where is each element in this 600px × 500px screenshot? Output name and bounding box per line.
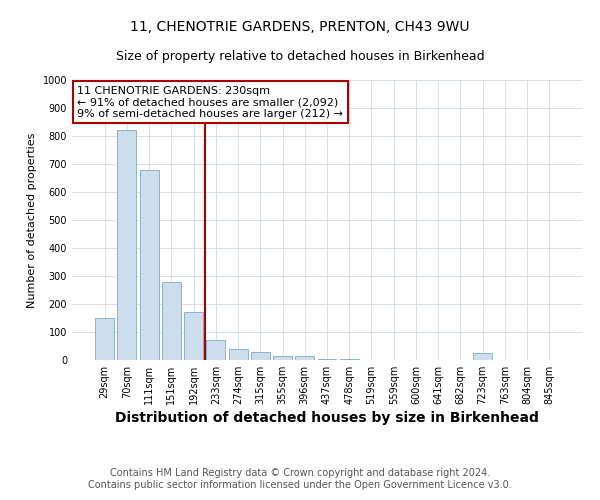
- Text: 11 CHENOTRIE GARDENS: 230sqm
← 91% of detached houses are smaller (2,092)
9% of : 11 CHENOTRIE GARDENS: 230sqm ← 91% of de…: [77, 86, 343, 119]
- Y-axis label: Number of detached properties: Number of detached properties: [27, 132, 37, 308]
- Bar: [295, 356, 314, 360]
- Bar: [140, 170, 158, 360]
- Bar: [229, 349, 248, 360]
- Bar: [118, 130, 136, 360]
- Text: Contains HM Land Registry data © Crown copyright and database right 2024.
Contai: Contains HM Land Registry data © Crown c…: [88, 468, 512, 490]
- Text: 11, CHENOTRIE GARDENS, PRENTON, CH43 9WU: 11, CHENOTRIE GARDENS, PRENTON, CH43 9WU: [130, 20, 470, 34]
- Bar: [184, 312, 203, 360]
- Bar: [162, 282, 181, 360]
- Bar: [473, 353, 492, 360]
- Bar: [206, 340, 225, 360]
- Text: Size of property relative to detached houses in Birkenhead: Size of property relative to detached ho…: [116, 50, 484, 63]
- Bar: [95, 318, 114, 360]
- Bar: [317, 358, 337, 360]
- Bar: [273, 356, 292, 360]
- Bar: [340, 358, 359, 360]
- X-axis label: Distribution of detached houses by size in Birkenhead: Distribution of detached houses by size …: [115, 411, 539, 425]
- Bar: [251, 352, 270, 360]
